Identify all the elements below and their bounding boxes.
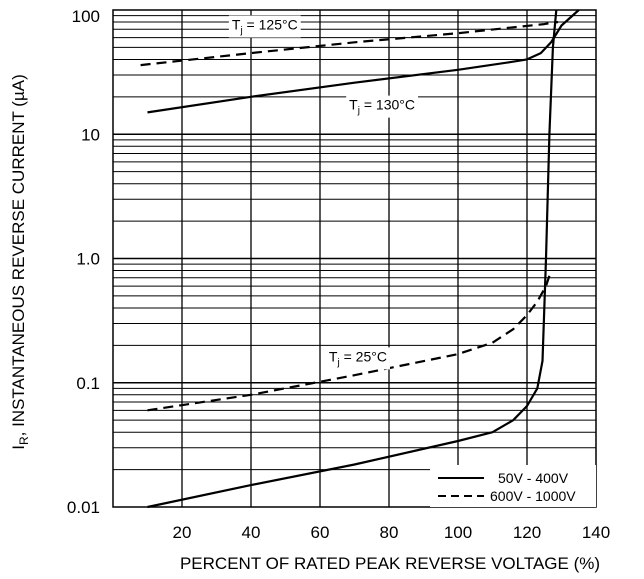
- annotation-sub-0: j: [239, 26, 242, 37]
- y-tick-label-2: 1.0: [76, 250, 100, 269]
- annotation-rest-1: = 130°C: [360, 97, 415, 113]
- y-axis-title-rest: , INSTANTANEOUS REVERSE CURRENT (µA): [9, 74, 28, 436]
- legend: 50V - 400V 600V - 1000V: [430, 465, 596, 507]
- x-tick-labels: 20 40 60 80 100 120 140: [173, 523, 611, 542]
- x-tick-label-1: 40: [242, 523, 261, 542]
- legend-label-dashed: 600V - 1000V: [490, 488, 576, 504]
- x-tick-label-2: 60: [311, 523, 330, 542]
- annotation-bg-1: [346, 95, 419, 118]
- annotation-rest-2: = 25°C: [340, 348, 387, 364]
- y-tick-label-3: 0.1: [76, 374, 100, 393]
- y-tick-label-4: 0.01: [67, 498, 100, 517]
- annotation-2: Tj = 25°C: [325, 347, 390, 370]
- x-tick-label-6: 140: [582, 523, 610, 542]
- annotation-0: Tj = 125°C: [228, 15, 301, 38]
- x-tick-label-3: 80: [380, 523, 399, 542]
- y-tick-label-1: 10: [81, 125, 100, 144]
- y-axis-title: IR, INSTANTANEOUS REVERSE CURRENT (µA): [9, 74, 31, 450]
- annotation-label-2: Tj = 25°C: [329, 348, 387, 368]
- annotation-main-0: T: [232, 17, 241, 33]
- y-tick-labels: 100 10 1.0 0.1 0.01: [67, 7, 100, 517]
- series-line-2: [147, 9, 558, 509]
- x-tick-label-4: 100: [444, 523, 472, 542]
- series-line-1: [140, 20, 559, 67]
- annotations: Tj = 125°CTj = 130°CTj = 25°C: [228, 15, 419, 370]
- annotation-bg-2: [325, 347, 390, 370]
- series-line-3: [147, 270, 553, 412]
- annotation-label-1: Tj = 130°C: [349, 97, 415, 117]
- y-axis-title-main: I: [9, 445, 28, 450]
- y-tick-label-0: 100: [72, 7, 100, 26]
- legend-label-solid: 50V - 400V: [498, 470, 569, 486]
- x-tick-label-0: 20: [173, 523, 192, 542]
- annotation-sub-2: j: [336, 357, 339, 368]
- y-axis-title-sub: R: [17, 436, 31, 445]
- series-line-0: [147, 9, 580, 114]
- plot-frame: [112, 9, 597, 508]
- annotation-sub-1: j: [357, 106, 360, 117]
- grid: [113, 10, 596, 507]
- annotation-1: Tj = 130°C: [346, 95, 419, 118]
- x-tick-label-5: 120: [513, 523, 541, 542]
- annotation-main-2: T: [329, 348, 338, 364]
- annotation-bg-0: [228, 15, 301, 38]
- annotation-rest-0: = 125°C: [243, 17, 298, 33]
- annotation-label-0: Tj = 125°C: [232, 17, 298, 37]
- annotation-main-1: T: [349, 97, 358, 113]
- legend-box: [430, 465, 596, 507]
- series-lines: [140, 9, 580, 509]
- x-axis-title: PERCENT OF RATED PEAK REVERSE VOLTAGE (%…: [180, 554, 600, 573]
